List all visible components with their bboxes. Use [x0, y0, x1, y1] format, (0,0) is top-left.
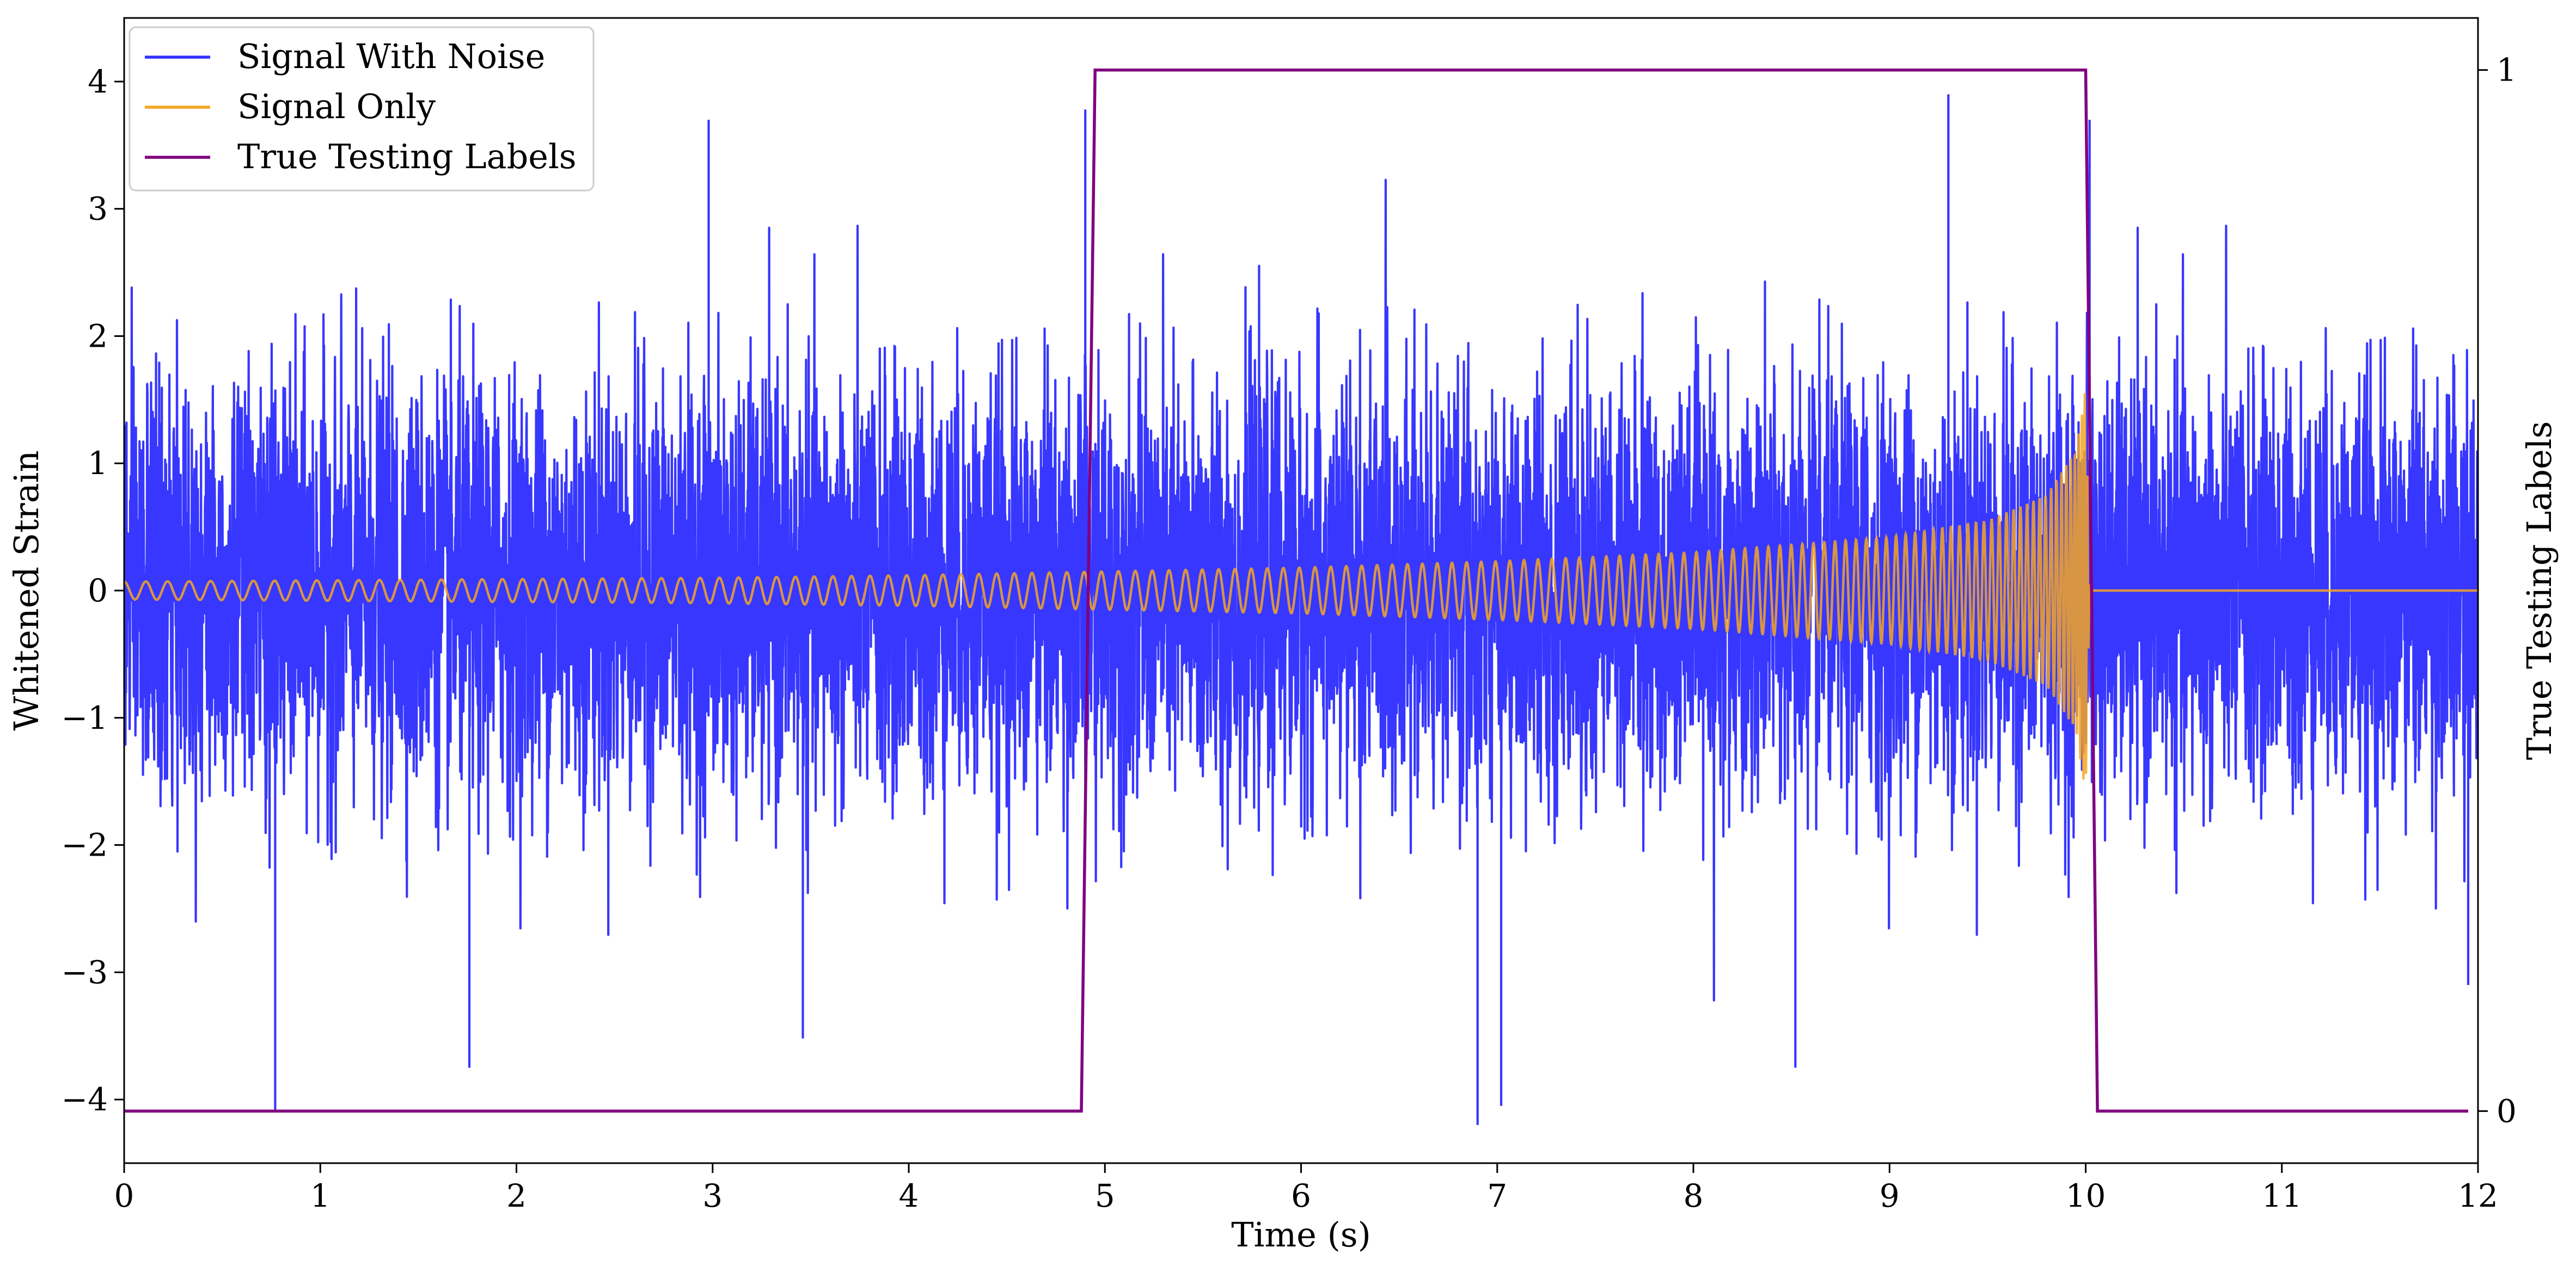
y-tick-label: −4: [62, 1081, 108, 1118]
y-tick-label: 3: [88, 191, 108, 228]
x-tick-label: 10: [2066, 1177, 2106, 1214]
x-tick-label: 1: [310, 1177, 331, 1214]
y-tick-label: −1: [62, 699, 108, 736]
x-tick-label: 4: [899, 1177, 919, 1214]
y-tick-label: 0: [88, 572, 108, 609]
x-tick-label: 0: [114, 1177, 134, 1214]
legend: Signal With Noise Signal Only True Testing…: [129, 26, 595, 192]
y-tick-label: 1: [88, 445, 108, 482]
x-tick-label: 3: [702, 1177, 723, 1214]
x-tick-label: 2: [506, 1177, 527, 1214]
y-axis-label: Whitened Strain: [7, 451, 46, 731]
y-tick-label: 2: [88, 317, 108, 354]
y-tick-label: −3: [62, 954, 108, 991]
legend-label: Signal With Noise: [237, 36, 545, 76]
x-tick-label: 9: [1880, 1177, 1900, 1214]
x-tick-label: 5: [1095, 1177, 1115, 1214]
series-true-testing-labels-line: [124, 68, 2468, 1113]
legend-label: True Testing Labels: [237, 137, 577, 176]
plot-area: [124, 68, 2478, 1125]
legend-label: Signal Only: [237, 87, 436, 126]
x-tick-label: 8: [1684, 1177, 1704, 1214]
y-tick-label: 4: [88, 63, 108, 100]
x-tick-label: 12: [2458, 1177, 2498, 1214]
y-tick-label: −2: [62, 827, 108, 864]
series-signal-only-line: [124, 393, 2478, 780]
x-axis-label: Time (s): [1231, 1215, 1371, 1255]
x-tick-label: 6: [1291, 1177, 1311, 1214]
x-tick-label: 7: [1487, 1177, 1507, 1214]
legend-box: [129, 26, 595, 192]
y2-tick-label: 1: [2497, 52, 2517, 89]
y2-axis-label: True Testing Labels: [2519, 421, 2559, 760]
x-tick-label: 11: [2262, 1177, 2302, 1214]
y2-tick-label: 0: [2497, 1092, 2517, 1129]
